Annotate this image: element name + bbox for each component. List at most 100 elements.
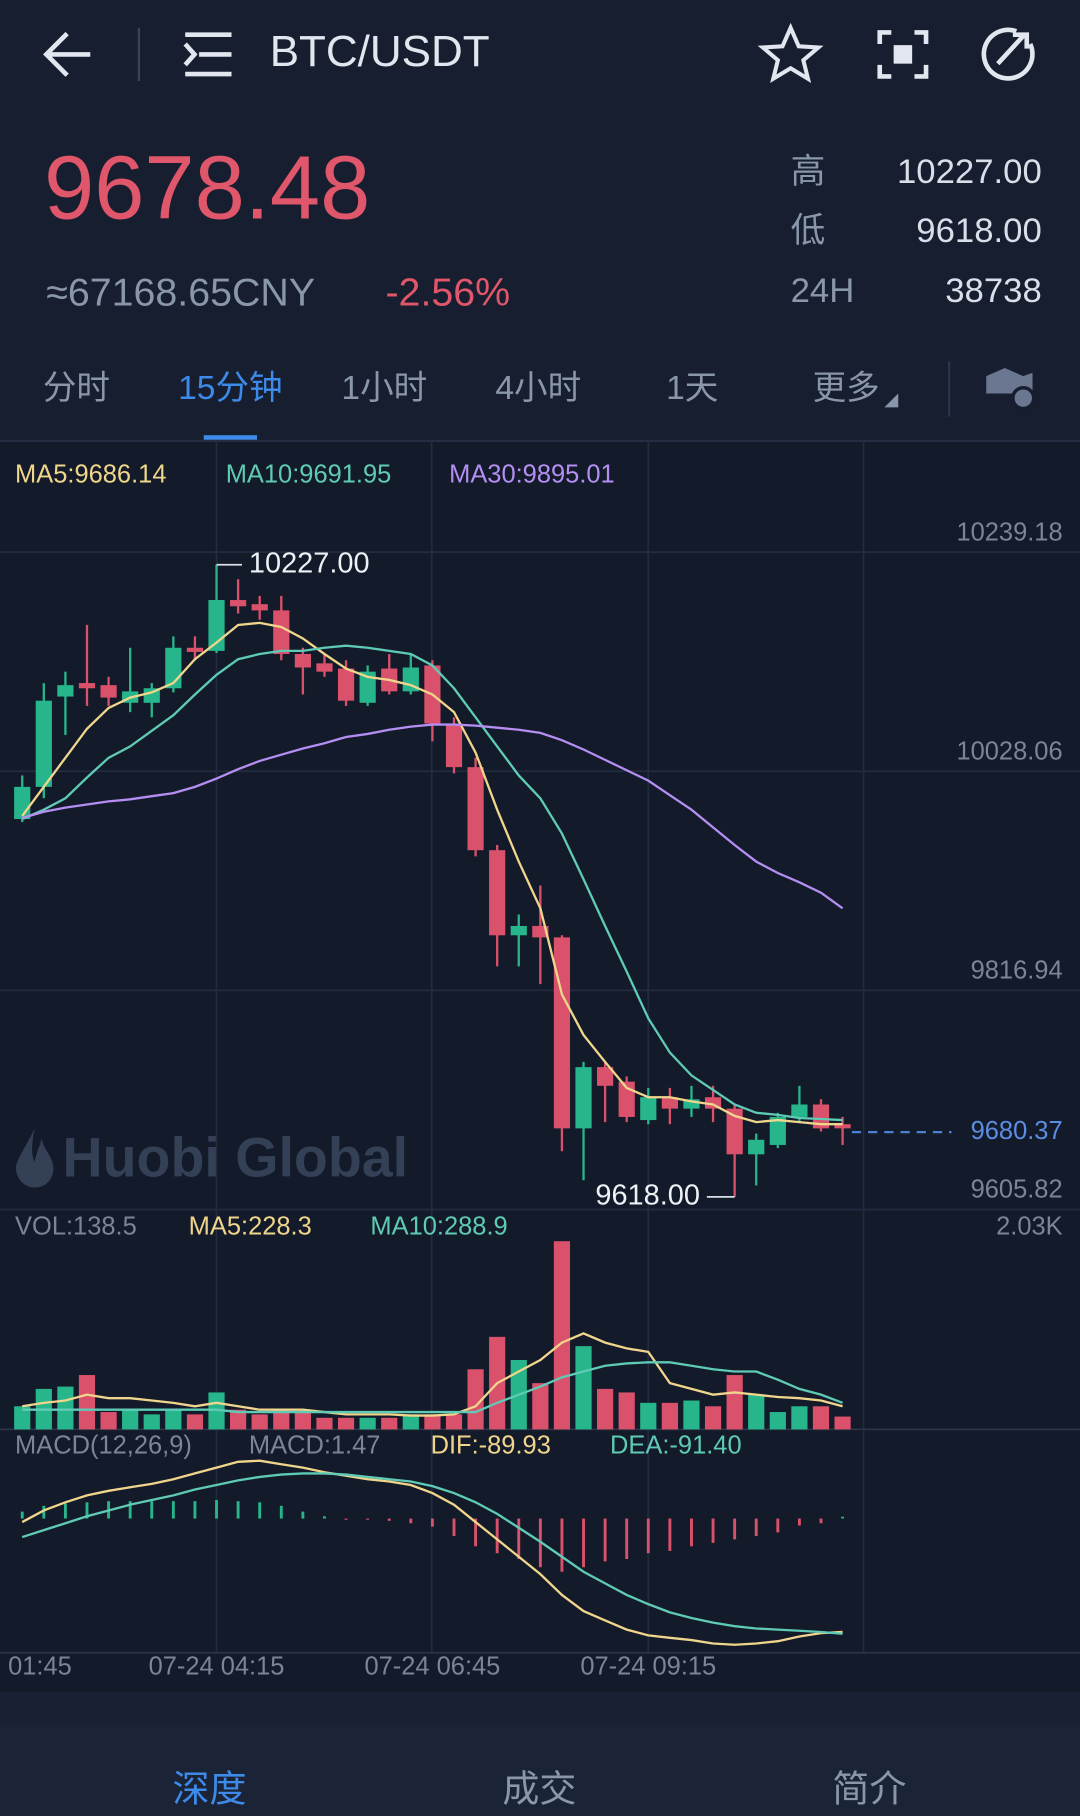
ma-line <box>21 644 843 1122</box>
candle-body <box>35 700 52 787</box>
macd-bar <box>474 1518 478 1547</box>
high-annotation: 10227.00 <box>249 547 370 579</box>
tab[interactable]: 1小时 <box>341 370 427 407</box>
header-bg <box>0 0 1080 443</box>
volume-value: 38738 <box>945 272 1042 310</box>
macd-bar <box>344 1518 348 1520</box>
candle-body <box>78 683 96 689</box>
menu-button[interactable] <box>183 32 232 77</box>
legend-label: VOL:138.5 <box>15 1213 137 1241</box>
macd-bar <box>366 1518 370 1520</box>
legend-label: MA5:9686.14 <box>15 460 166 488</box>
bottom-tabs: 深度 成交 简介 <box>172 1767 906 1809</box>
ma-line <box>21 621 843 1126</box>
candle-body <box>640 1097 657 1121</box>
candle-body <box>402 667 419 692</box>
macd-bar <box>409 1518 413 1524</box>
candle-body <box>812 1104 830 1129</box>
candle-body <box>57 685 74 697</box>
candle-body <box>510 925 527 936</box>
macd-bar <box>301 1511 305 1519</box>
macd-bar <box>258 1502 262 1519</box>
tab[interactable]: 4小时 <box>495 370 581 407</box>
macd-bar <box>20 1511 24 1519</box>
volume-bar <box>230 1409 247 1430</box>
volume-bar <box>445 1414 463 1430</box>
macd-bar <box>452 1518 456 1536</box>
volume-bar <box>316 1417 333 1430</box>
interval-tabs: 分时 15分钟 1小时 4小时 1天 更多 <box>43 369 880 407</box>
legend-label: MACD(12,26,9) <box>15 1432 192 1460</box>
y-tick-label: 9816.94 <box>971 957 1063 985</box>
macd-bar <box>560 1518 564 1572</box>
pair-title: BTC/USDT <box>270 27 490 76</box>
volume-bar <box>791 1406 808 1430</box>
macd-bar <box>841 1516 845 1519</box>
volume-bar <box>748 1394 765 1430</box>
macd-bar <box>193 1501 197 1519</box>
macd-bar <box>625 1518 629 1560</box>
chart-bg <box>0 442 1080 1693</box>
candle-body <box>316 663 333 672</box>
volume-bar <box>143 1414 160 1430</box>
volume-bar <box>381 1417 398 1430</box>
volume-bar <box>532 1383 549 1430</box>
y-tick-label: 10028.06 <box>956 737 1062 765</box>
watermark: Huobi Global <box>15 1127 409 1189</box>
candle-body <box>683 1099 700 1109</box>
tab-active[interactable]: 15分钟 <box>178 370 282 407</box>
candle-body <box>100 685 117 698</box>
macd-bar <box>711 1518 715 1543</box>
macd-bar <box>819 1518 823 1524</box>
candle-body <box>230 600 247 607</box>
bottom-tab[interactable]: 成交 <box>502 1767 576 1809</box>
macd-bar <box>171 1501 175 1519</box>
volume-bar <box>640 1402 657 1430</box>
tab[interactable]: 分时 <box>43 370 110 407</box>
legend-label: MA5:228.3 <box>189 1213 312 1241</box>
candle-body <box>337 668 355 701</box>
tab[interactable]: 1天 <box>666 370 718 407</box>
volume-bar <box>424 1414 441 1430</box>
watermark-text: Huobi Global <box>63 1127 409 1189</box>
volume-bar <box>273 1409 290 1430</box>
high-label: 高 <box>791 152 826 191</box>
volume-bar <box>100 1412 117 1430</box>
macd-bar <box>236 1501 240 1519</box>
chart-settings[interactable] <box>986 368 1036 411</box>
low-label: 低 <box>791 212 826 250</box>
candle-body <box>359 671 376 703</box>
volume-bar <box>726 1375 743 1430</box>
macd-bar <box>582 1518 585 1568</box>
share-button[interactable] <box>981 27 1035 81</box>
bottom-tab[interactable]: 简介 <box>832 1767 906 1809</box>
macd-bar <box>733 1518 737 1540</box>
volume-bar <box>57 1386 74 1430</box>
macd-bar <box>517 1518 521 1560</box>
tab[interactable]: 更多 <box>813 369 880 407</box>
macd-bar <box>279 1505 283 1519</box>
low-annotation: 9618.00 <box>595 1180 700 1212</box>
macd-bar <box>646 1518 650 1554</box>
macd-bar <box>85 1502 89 1519</box>
volume-bar <box>251 1414 268 1430</box>
macd-bar <box>150 1501 154 1519</box>
fullscreen-button[interactable] <box>877 30 929 79</box>
x-tick-label: 01:45 <box>8 1653 72 1681</box>
legend-label: MA10:288.9 <box>370 1213 507 1241</box>
volume-bar <box>812 1406 830 1430</box>
macd-bar <box>690 1518 693 1547</box>
back-button[interactable] <box>43 31 91 77</box>
legend-label: MA30:9895.01 <box>449 460 615 488</box>
volume-bar <box>186 1414 204 1430</box>
candle-body <box>726 1108 743 1155</box>
bottom-tab-active[interactable]: 深度 <box>172 1767 246 1809</box>
favorite-button[interactable] <box>757 22 824 83</box>
low-value: 9618.00 <box>916 212 1042 250</box>
x-tick-label: 07-24 09:15 <box>580 1653 716 1681</box>
candle-body <box>273 610 290 654</box>
legend-label: DIF:-89.93 <box>431 1432 551 1460</box>
candle-body <box>489 850 506 936</box>
